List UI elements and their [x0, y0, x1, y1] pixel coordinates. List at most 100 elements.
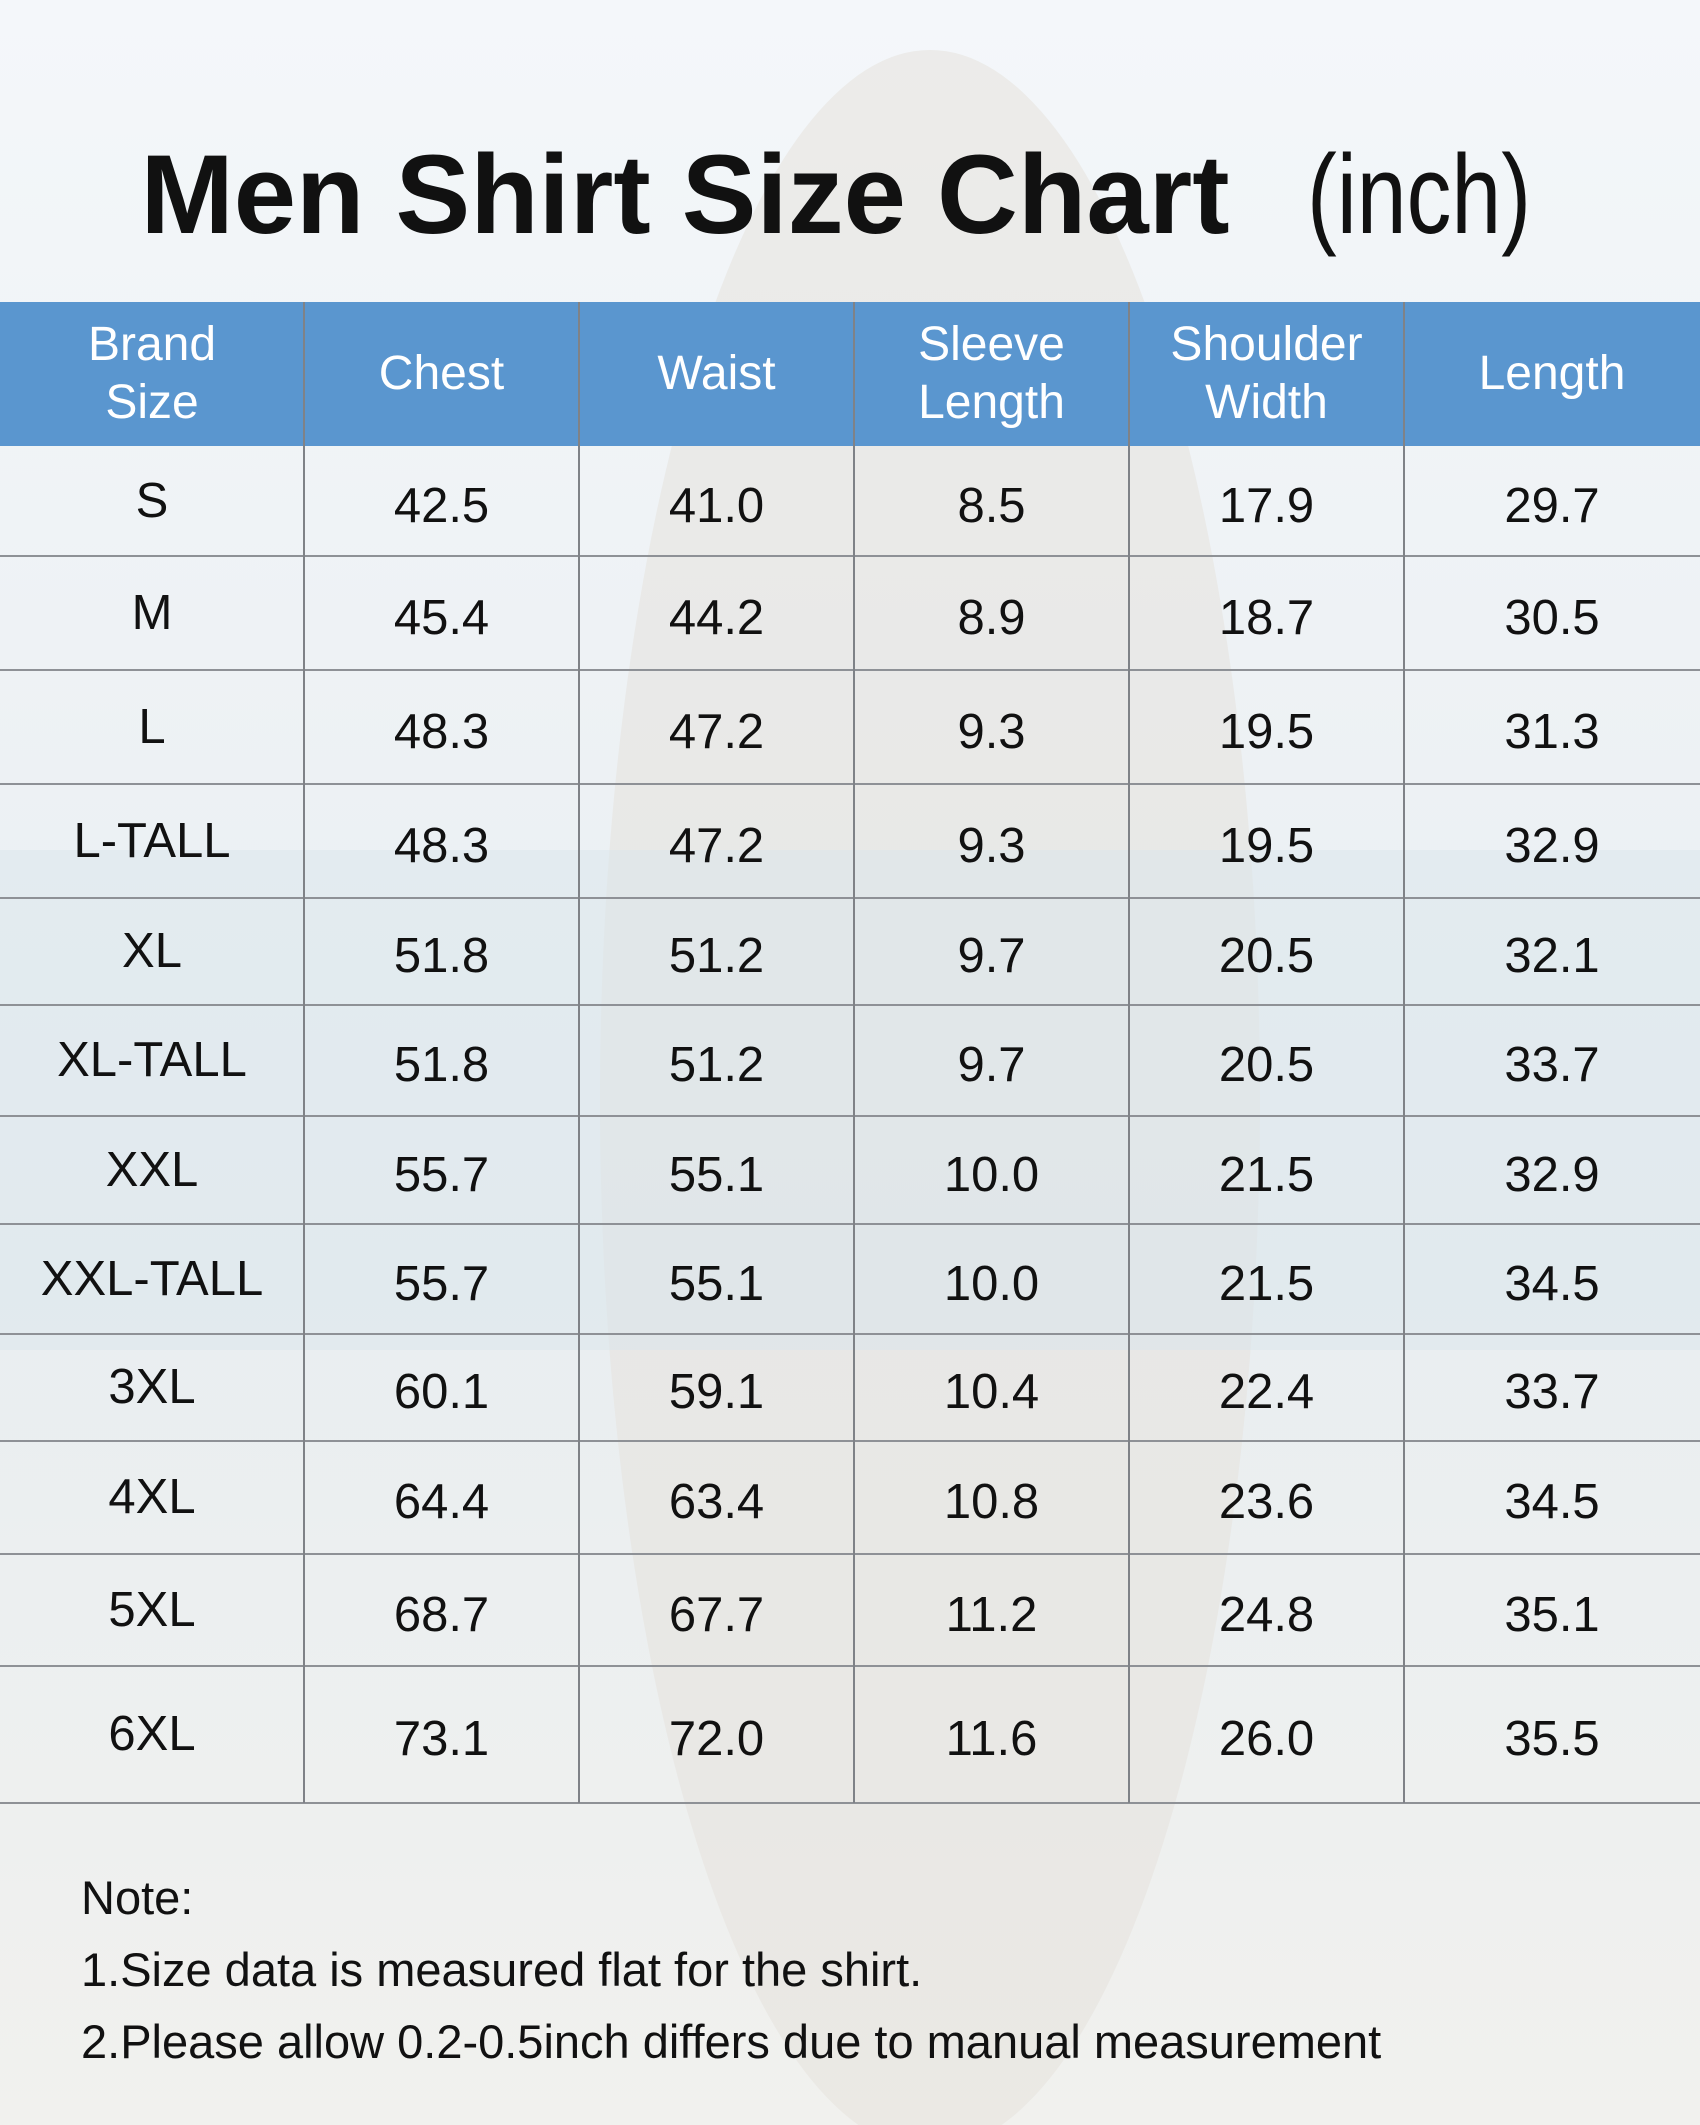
value-cell: 9.3 — [957, 704, 1026, 759]
value-cell: 17.9 — [1218, 478, 1315, 533]
value-cell: 10.8 — [943, 1475, 1040, 1530]
value-cell: 23.6 — [1218, 1475, 1315, 1530]
header-cell: Chest — [304, 302, 579, 446]
column-divider — [1403, 302, 1405, 1803]
size-cell: XL — [122, 924, 182, 979]
value-cell: 34.5 — [1504, 1256, 1600, 1311]
size-cell: S — [135, 473, 169, 528]
value-cell: 55.7 — [393, 1256, 490, 1311]
size-cell: M — [131, 585, 173, 640]
value-cell: 41.0 — [668, 478, 765, 533]
value-cell: 19.5 — [1218, 818, 1315, 873]
value-cell: 67.7 — [668, 1587, 765, 1642]
value-cell: 29.7 — [1504, 478, 1600, 533]
size-cell: L-TALL — [73, 813, 231, 868]
header-cell: Length — [1404, 302, 1700, 446]
row-divider — [0, 1802, 1700, 1804]
note-item: 2.Please allow 0.2-0.5inch differs due t… — [81, 2015, 1382, 2068]
value-cell: 30.5 — [1504, 590, 1600, 645]
value-cell: 51.2 — [668, 929, 765, 984]
size-cell: 4XL — [108, 1470, 196, 1525]
column-divider — [303, 302, 305, 1803]
value-cell: 55.1 — [668, 1256, 765, 1311]
row-divider — [0, 1004, 1700, 1006]
header-cell: Sleeve Length — [854, 302, 1129, 446]
value-cell: 31.3 — [1504, 704, 1600, 759]
value-cell: 20.5 — [1218, 929, 1315, 984]
value-cell: 73.1 — [393, 1712, 490, 1767]
row-divider — [0, 555, 1700, 557]
value-cell: 48.3 — [393, 818, 490, 873]
note-item: 1.Size data is measured flat for the shi… — [81, 1943, 923, 1996]
value-cell: 35.5 — [1504, 1712, 1600, 1767]
header-cell: Waist — [579, 302, 854, 446]
value-cell: 47.2 — [668, 818, 765, 873]
header-text: Length — [1478, 347, 1626, 401]
value-cell: 18.7 — [1218, 590, 1315, 645]
header-text: Shoulder — [1170, 318, 1363, 372]
value-cell: 33.7 — [1504, 1365, 1600, 1420]
row-divider — [0, 1333, 1700, 1335]
size-cell: 5XL — [108, 1582, 196, 1637]
value-cell: 59.1 — [668, 1365, 765, 1420]
header-text: Size — [105, 376, 199, 429]
value-cell: 63.4 — [668, 1475, 765, 1530]
value-cell: 8.9 — [957, 590, 1026, 645]
value-cell: 21.5 — [1218, 1147, 1315, 1202]
size-cell: 3XL — [108, 1360, 196, 1415]
value-cell: 10.4 — [943, 1365, 1040, 1420]
value-cell: 19.5 — [1218, 704, 1315, 759]
title: Men Shirt Size Chart (inch) — [0, 130, 1700, 259]
note-heading: Note: — [81, 1871, 194, 1924]
column-divider — [578, 302, 580, 1803]
value-cell: 48.3 — [393, 704, 490, 759]
value-cell: 55.1 — [668, 1147, 765, 1202]
value-cell: 34.5 — [1504, 1475, 1600, 1530]
value-cell: 10.0 — [943, 1256, 1040, 1311]
size-cell: XXL-TALL — [40, 1251, 264, 1306]
row-divider — [0, 1665, 1700, 1667]
value-cell: 24.8 — [1218, 1587, 1315, 1642]
value-cell: 22.4 — [1218, 1365, 1315, 1420]
row-divider — [0, 1223, 1700, 1225]
value-cell: 32.1 — [1504, 929, 1600, 984]
notes: Note: 1.Size data is measured flat for t… — [81, 1862, 1381, 2078]
value-cell: 32.9 — [1504, 818, 1600, 873]
value-cell: 51.2 — [668, 1038, 765, 1093]
value-cell: 45.4 — [393, 590, 490, 645]
value-cell: 9.7 — [957, 1038, 1026, 1093]
size-cell: L — [138, 699, 166, 754]
value-cell: 8.5 — [957, 478, 1026, 533]
header-text: Width — [1205, 376, 1328, 429]
size-table: Brand Size Chest Waist Sleeve Length Shoulder W… — [0, 302, 1700, 1804]
column-divider — [1128, 302, 1130, 1803]
header-text: Sleeve — [918, 318, 1065, 372]
value-cell: 11.6 — [945, 1712, 1038, 1767]
value-cell: 55.7 — [393, 1147, 490, 1202]
value-cell: 51.8 — [393, 929, 490, 984]
value-cell: 72.0 — [668, 1712, 765, 1767]
header-cell: Shoulder Width — [1129, 302, 1404, 446]
value-cell: 42.5 — [393, 478, 490, 533]
value-cell: 68.7 — [393, 1587, 490, 1642]
value-cell: 51.8 — [393, 1038, 490, 1093]
value-cell: 9.7 — [957, 929, 1026, 984]
unit: (inch) — [1307, 132, 1532, 257]
header-text: Brand — [87, 318, 217, 372]
value-cell: 10.0 — [943, 1147, 1040, 1202]
value-cell: 64.4 — [393, 1475, 490, 1530]
size-cell: XL-TALL — [57, 1033, 247, 1088]
value-cell: 11.2 — [945, 1587, 1038, 1642]
row-divider — [0, 783, 1700, 785]
value-cell: 44.2 — [668, 590, 765, 645]
value-cell: 60.1 — [393, 1365, 490, 1420]
value-cell: 20.5 — [1218, 1038, 1315, 1093]
value-cell: 33.7 — [1504, 1038, 1600, 1093]
size-cell: 6XL — [108, 1707, 196, 1762]
header-text: Length — [918, 376, 1065, 429]
row-divider — [0, 897, 1700, 899]
size-cell: XXL — [105, 1142, 199, 1197]
value-cell: 32.9 — [1504, 1147, 1600, 1202]
